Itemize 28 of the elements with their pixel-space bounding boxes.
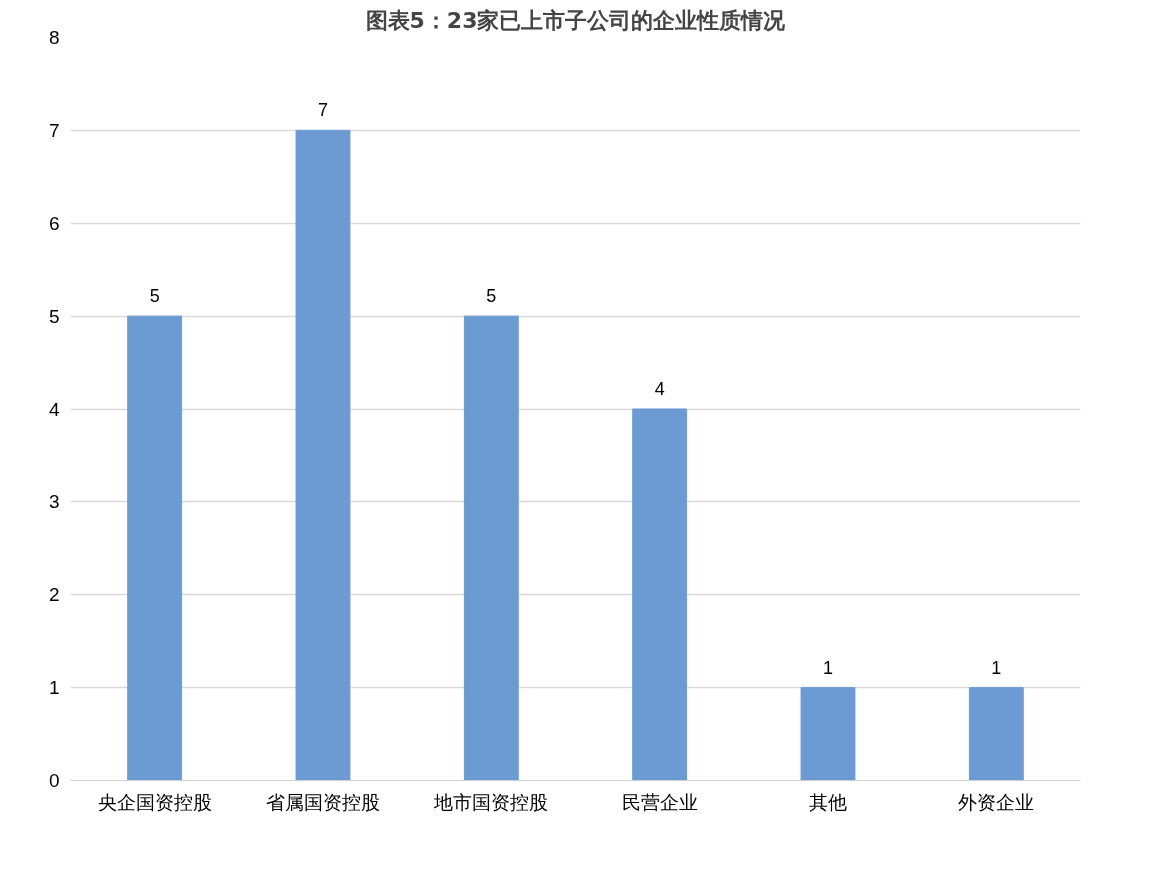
x-tick-label: 外资企业 (958, 791, 1035, 813)
bar (463, 315, 519, 781)
y-tick-label: 5 (48, 305, 60, 327)
chart-title: 图表5：23家已上市子公司的企业性质情况 (365, 7, 787, 33)
bar (632, 408, 688, 781)
x-tick-label: 省属国资控股 (266, 791, 380, 813)
data-label: 1 (991, 657, 1002, 678)
data-label: 1 (822, 657, 834, 678)
x-tick-label: 地市国资控股 (433, 791, 549, 813)
x-tick-label: 民营企业 (621, 791, 698, 813)
y-tick-label: 6 (48, 212, 60, 234)
y-tick-label: 1 (48, 677, 60, 699)
y-tick-label: 2 (48, 584, 60, 606)
data-label: 5 (486, 286, 497, 307)
bar (127, 315, 183, 781)
data-label: 7 (317, 100, 329, 121)
y-tick-label: 0 (48, 770, 60, 791)
x-tick-label: 央企国资控股 (97, 791, 212, 813)
y-tick-label: 3 (48, 491, 60, 513)
data-label: 4 (654, 379, 665, 399)
x-tick-label: 其他 (809, 791, 847, 813)
bar (968, 687, 1024, 781)
y-tick-label: 7 (48, 119, 60, 141)
bar (295, 129, 351, 781)
bar (800, 687, 856, 781)
y-tick-label: 8 (48, 27, 60, 48)
y-tick-label: 4 (48, 398, 60, 420)
data-label: 5 (149, 286, 160, 307)
